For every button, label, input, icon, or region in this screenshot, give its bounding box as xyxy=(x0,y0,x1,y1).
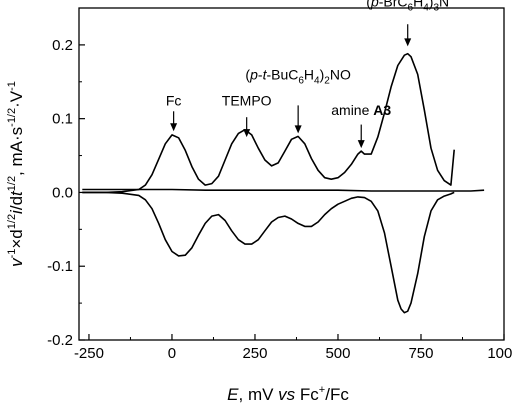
annotation-part: - xyxy=(258,67,263,83)
x-title-e: E xyxy=(227,385,239,404)
annotation-part: ) xyxy=(320,67,325,83)
x-tick-label: 1000 xyxy=(487,345,512,362)
x-tick-label: 750 xyxy=(408,345,433,362)
y-title-sup1: -1 xyxy=(6,249,18,259)
x-axis-ticks: -250 0 250 500 750 1000 xyxy=(74,334,512,362)
plot-frame xyxy=(78,7,505,341)
y-tick-label: -0.1 xyxy=(47,258,73,275)
annotation-part: -BrC xyxy=(379,0,408,10)
y-tick-label: 0.2 xyxy=(52,37,73,54)
annotation-part: amine xyxy=(331,102,373,118)
x-title-fc: Fc xyxy=(295,385,319,404)
x-title-fc2: /Fc xyxy=(325,385,349,404)
x-tick-label: 500 xyxy=(325,345,350,362)
annotation-part: ) xyxy=(429,0,434,10)
y-axis-ticks: -0.2 -0.1 0.0 0.1 0.2 xyxy=(47,7,85,349)
x-tick-label: 0 xyxy=(168,345,176,362)
x-title-plus: + xyxy=(319,384,325,396)
annotation-part: 6 xyxy=(298,76,304,87)
annotation-label-fc: Fc xyxy=(166,92,182,108)
annotation-arrowhead xyxy=(243,129,251,138)
annotation-part: N xyxy=(439,0,449,10)
annotation-part: -BuC xyxy=(266,67,298,83)
y-title-dt: /d xyxy=(7,196,26,210)
annotation-part: TEMPO xyxy=(222,92,272,108)
y-title-d: ×d xyxy=(7,229,26,248)
annotation-part: ( xyxy=(366,0,371,10)
annotation-part: H xyxy=(304,67,314,83)
annotation-part: t xyxy=(263,67,268,83)
annotation-part: 4 xyxy=(423,3,429,14)
annotation-label-bromo: (p-BrC6H4)3N xyxy=(366,0,449,14)
y-tick-label: 0.1 xyxy=(52,111,73,128)
x-tick-label: 250 xyxy=(242,345,267,362)
annotation-part: p xyxy=(370,0,379,10)
annotation-part: 6 xyxy=(408,3,414,14)
y-tick-label: 0.0 xyxy=(52,184,73,201)
annotation-part: NO xyxy=(330,67,351,83)
y-title-sup5: -1 xyxy=(6,81,18,91)
y-title-unit: , mA·s xyxy=(7,127,26,176)
y-axis-title: v-1×d1/2i/dt1/2, mA·s-1/2·V-1 xyxy=(6,81,26,267)
annotation-part: H xyxy=(413,0,423,10)
y-title-v2: ·V xyxy=(7,90,26,108)
annotation-part: 3 xyxy=(433,3,439,14)
y-title-i: i xyxy=(7,209,26,214)
baseline-line xyxy=(82,188,485,192)
reduction-sweep-line xyxy=(82,191,455,314)
annotation-part: 2 xyxy=(324,76,330,87)
y-title-sup4: -1/2 xyxy=(6,108,18,127)
annotation-arrowhead xyxy=(404,38,412,47)
annotation-part: ( xyxy=(245,67,250,83)
x-tick-label: -250 xyxy=(74,345,104,362)
annotation-label-amine: amine A3 xyxy=(331,102,391,118)
y-title-sup2: 1/2 xyxy=(6,214,18,229)
y-title-t: t xyxy=(7,190,26,196)
series-layer xyxy=(82,52,485,314)
y-title-v: v xyxy=(7,257,26,267)
y-title-sup3: 1/2 xyxy=(6,176,18,191)
annotation-part: p xyxy=(249,67,258,83)
annotation-part: Fc xyxy=(166,92,182,108)
x-axis-title: E, mV vs Fc+/Fc xyxy=(227,384,349,404)
annotation-label-tempo: TEMPO xyxy=(222,92,272,108)
x-title-mv: , mV xyxy=(239,385,279,404)
annotation-part: A3 xyxy=(373,102,391,118)
annotation-arrowhead xyxy=(294,125,302,134)
annotation-label-nitroxide: (p-t-BuC6H4)2NO xyxy=(245,67,351,87)
y-tick-label: -0.2 xyxy=(47,332,73,349)
annotation-part: 4 xyxy=(314,76,320,87)
annotation-arrowhead xyxy=(357,140,365,149)
annotation-arrowhead xyxy=(170,123,178,132)
x-title-vs: vs xyxy=(278,385,296,404)
oxidation-sweep-line xyxy=(82,52,455,194)
